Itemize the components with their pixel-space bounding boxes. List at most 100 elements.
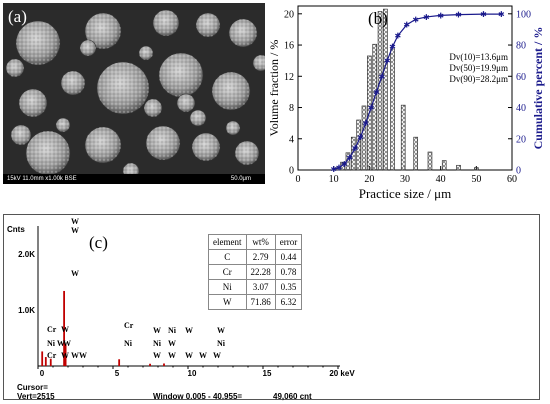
- sem-particle-texture: [212, 72, 250, 110]
- eds-cursor-label: Cursor=: [17, 383, 48, 392]
- sem-scale-bar-label: 50.0μm: [230, 176, 251, 182]
- eds-peak-label: W: [199, 351, 207, 360]
- sem-particle-texture: [11, 125, 31, 145]
- y2-tick-label: 80: [516, 41, 526, 52]
- sem-particle-texture: [192, 133, 220, 161]
- composition-row: Cr 22.28 0.78: [208, 264, 303, 280]
- composition-cell: W: [208, 294, 247, 310]
- histogram-bar: [441, 160, 447, 171]
- sem-particle-texture: [16, 21, 60, 65]
- y2-tick-label: 40: [516, 103, 526, 114]
- eds-peak-label: W: [153, 326, 161, 335]
- cumulative-point: ✱: [498, 10, 505, 19]
- eds-peak-label: Cr: [47, 351, 57, 360]
- cumulative-point: ✱: [352, 144, 359, 153]
- panel-a-label: (a): [8, 7, 27, 26]
- eds-peak-label: W: [168, 351, 176, 360]
- x-tick-label: 10: [329, 174, 339, 185]
- histogram-bar: [361, 105, 367, 171]
- y2-tick-label: 60: [516, 72, 526, 83]
- eds-peak-label: Ni: [153, 339, 162, 348]
- histogram-bar: [413, 136, 419, 171]
- composition-cell: Ni: [208, 279, 247, 295]
- composition-cell: 0.35: [274, 279, 303, 295]
- y-tick-label: 4: [289, 134, 294, 145]
- y-tick-label: 0: [289, 166, 294, 177]
- composition-cell: Cr: [208, 264, 247, 280]
- y-tick-label: 12: [284, 72, 294, 83]
- cumulative-point: ✱: [357, 133, 364, 142]
- eds-peak-label: W: [71, 269, 79, 278]
- histogram-bar: [383, 8, 388, 171]
- sem-particle-texture: [26, 131, 70, 175]
- x-tick-label: 20: [364, 174, 374, 185]
- eds-x-tick-label: 5: [115, 369, 120, 378]
- histogram-bar: [456, 164, 461, 171]
- sem-particle-texture: [19, 89, 47, 117]
- eds-peak-label: Ni: [124, 339, 133, 348]
- cumulative-point: ✱: [403, 21, 410, 30]
- sem-particle-texture: [159, 53, 203, 97]
- sem-particles: [5, 9, 265, 180]
- eds-peak: [63, 290, 65, 366]
- eds-peak: [163, 363, 165, 366]
- eds-peak-label: W: [185, 326, 193, 335]
- eds-peak-label: W: [71, 217, 79, 226]
- sem-particle-texture: [97, 62, 149, 114]
- y-tick-label: 16: [284, 41, 294, 52]
- sem-particle-texture: [85, 127, 121, 163]
- x-tick-label: 60: [507, 174, 517, 185]
- eds-peak-label: Ni: [168, 326, 177, 335]
- cumulative-point: ✱: [455, 11, 462, 20]
- composition-header-cell: element: [208, 234, 247, 250]
- eds-y-axis-label: Cnts: [7, 225, 25, 234]
- eds-y-tick-label: 2.0K: [18, 250, 35, 259]
- sem-particle-texture: [85, 13, 121, 49]
- composition-cell: 0.44: [274, 249, 303, 265]
- composition-header-cell: wt%: [245, 234, 276, 250]
- eds-peak: [118, 359, 121, 366]
- eds-y-tick-label: 1.0K: [18, 306, 35, 315]
- x-tick-label: 30: [400, 174, 410, 185]
- eds-peak-label: W: [71, 351, 79, 360]
- cumulative-point: ✱: [362, 119, 369, 128]
- cumulative-point: ✱: [341, 160, 348, 169]
- dv-annotation: Dv(10)=13.6μm: [449, 52, 508, 62]
- sem-footer-info: 15kV 11.0mm x1.00k BSE: [7, 176, 77, 182]
- cumulative-point: ✱: [330, 165, 337, 174]
- sem-particle-texture: [61, 71, 85, 95]
- eds-peak-label: W: [185, 351, 193, 360]
- eds-x-tick-label: 15: [263, 369, 272, 378]
- composition-cell: C: [208, 249, 247, 265]
- eds-peak-label: W: [217, 326, 225, 335]
- sem-particle-texture: [6, 59, 24, 77]
- sem-particle-texture: [235, 141, 259, 165]
- composition-row: W 71.86 6.32: [208, 294, 303, 310]
- eds-peak-label: Ni: [217, 339, 226, 348]
- cumulative-point: ✱: [373, 88, 380, 97]
- sem-particle-texture: [226, 121, 240, 135]
- eds-peak-label: Ni W: [47, 339, 65, 348]
- cumulative-point: ✱: [384, 57, 391, 66]
- cumulative-line: [333, 13, 502, 170]
- sem-particle-texture: [56, 118, 70, 132]
- eds-peak: [44, 357, 47, 366]
- eds-peak: [64, 344, 67, 366]
- sem-particle-texture: [153, 10, 179, 36]
- eds-vert-label: Vert=2515: [17, 392, 55, 401]
- x-axis-label: Practice size / μm: [359, 186, 452, 201]
- composition-cell: 0.78: [274, 264, 303, 280]
- cumulative-point: ✱: [378, 72, 385, 81]
- sem-particle-texture: [144, 99, 162, 117]
- eds-peak-label: W: [61, 351, 69, 360]
- eds-peak-label: W: [79, 351, 87, 360]
- eds-peak-label: W: [213, 351, 221, 360]
- eds-peak-label: Cr: [47, 325, 57, 334]
- panel-c-label: (c): [89, 233, 108, 252]
- eds-x-tick-label: 20 keV: [329, 369, 355, 378]
- composition-cell: 71.86: [245, 294, 276, 310]
- histogram-bar: [372, 43, 377, 171]
- histogram-bar: [400, 104, 406, 171]
- panel-b-label: (b): [368, 9, 388, 28]
- x-tick-label: 0: [296, 174, 301, 185]
